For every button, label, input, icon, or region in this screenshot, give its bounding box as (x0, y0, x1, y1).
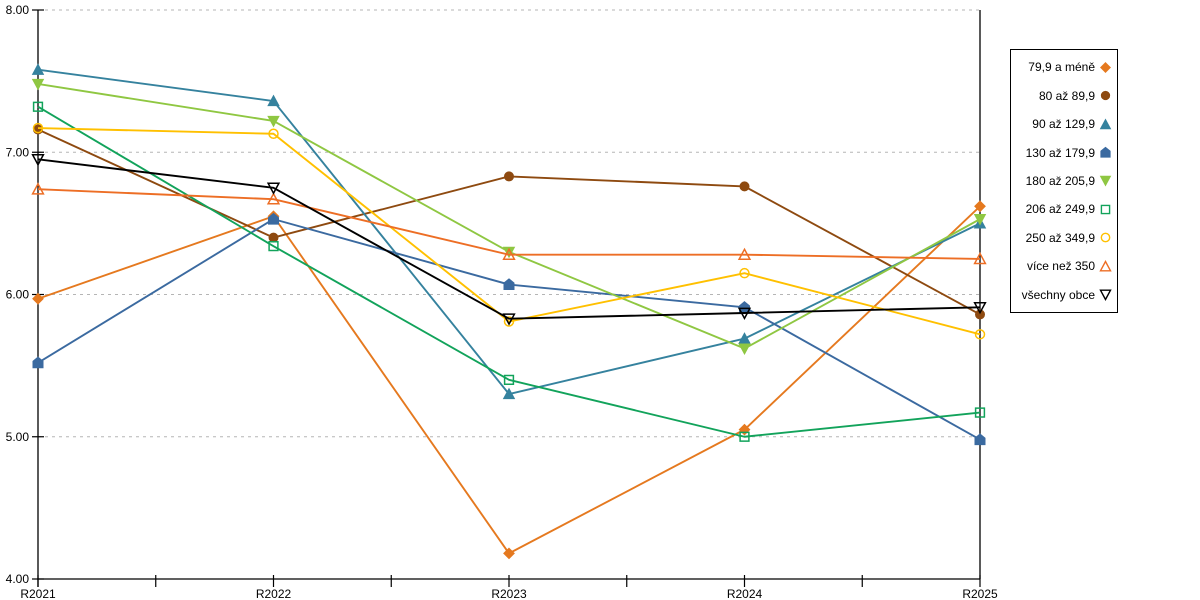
data-point-marker-icon (32, 292, 44, 305)
legend-label: více než 350 (1026, 259, 1095, 274)
data-point-marker-icon (32, 356, 44, 369)
data-point-marker-icon (973, 251, 987, 265)
data-point-marker-icon (32, 122, 44, 134)
data-point-marker-icon (503, 547, 515, 560)
data-point-marker-icon (738, 332, 751, 344)
legend-item: 130 až 179,9 (1013, 146, 1112, 159)
series-8 (31, 182, 987, 265)
legend-label: 79,9 a méně (1028, 60, 1095, 75)
open-triangle-up-marker-icon (1099, 259, 1112, 272)
data-point-marker-icon (739, 431, 750, 442)
data-point-marker-icon (503, 374, 515, 386)
x-tick-label: R2023 (491, 587, 527, 600)
data-point-marker-icon (31, 182, 45, 195)
legend-label: všechny obce (1021, 287, 1095, 302)
data-point-marker-icon (973, 214, 987, 226)
data-point-marker-icon (975, 309, 985, 320)
open-triangle-down-marker-icon (1099, 289, 1112, 302)
data-point-marker-icon (266, 192, 281, 205)
data-point-marker-icon (504, 171, 514, 182)
data-point-marker-icon (502, 246, 516, 259)
chart-legend: 79,9 a méně 80 až 89,9 90 až 129,9 130 a… (1010, 49, 1118, 313)
series-6 (32, 101, 986, 442)
legend-item: 90 až 129,9 (1013, 118, 1112, 131)
data-point-marker-icon (974, 407, 986, 418)
data-point-marker-icon (268, 212, 279, 225)
x-tick-label: R2022 (256, 587, 292, 600)
series-line (37, 158, 981, 320)
series-line (37, 127, 981, 336)
data-point-marker-icon (974, 329, 986, 340)
data-point-marker-icon (738, 343, 751, 356)
data-point-marker-icon (268, 232, 279, 243)
data-point-marker-icon (739, 181, 750, 192)
data-point-marker-icon (268, 240, 279, 252)
diamond-marker-icon (1100, 61, 1111, 73)
data-point-marker-icon (503, 316, 515, 327)
data-point-marker-icon (266, 182, 281, 195)
open-square-marker-icon (1100, 204, 1111, 215)
legend-label: 90 až 129,9 (1032, 117, 1095, 132)
pentagon-marker-icon (1100, 146, 1111, 158)
series-1 (32, 200, 986, 560)
series-7 (32, 122, 986, 340)
legend-item: více než 350 (1013, 259, 1112, 274)
y-tick-label: 6.00 (6, 288, 30, 302)
series-4 (32, 212, 986, 446)
data-point-marker-icon (267, 115, 280, 128)
data-point-marker-icon (31, 78, 45, 91)
y-tick-label: 4.00 (6, 572, 30, 586)
data-point-marker-icon (32, 101, 44, 112)
data-point-marker-icon (267, 94, 280, 107)
series-line (37, 68, 981, 396)
data-point-marker-icon (974, 200, 986, 213)
legend-item: 250 až 349,9 (1013, 231, 1112, 244)
legend-label: 206 až 249,9 (1025, 202, 1095, 217)
legend-label: 80 až 89,9 (1038, 88, 1095, 103)
series-5 (31, 78, 987, 356)
legend-item: 180 až 205,9 (1013, 174, 1112, 187)
data-point-marker-icon (502, 313, 516, 326)
legend-label: 130 až 179,9 (1025, 145, 1095, 160)
series-line (37, 188, 981, 260)
y-gridlines (38, 9, 980, 438)
series-3 (31, 63, 987, 400)
data-point-marker-icon (973, 301, 987, 315)
y-tick-label: 8.00 (6, 3, 30, 17)
data-point-marker-icon (974, 433, 986, 446)
x-tick-label: R2021 (20, 587, 56, 600)
legend-item: všechny obce (1013, 287, 1112, 302)
legend-label: 180 až 205,9 (1025, 173, 1095, 188)
triangle-down-marker-icon (1099, 176, 1112, 187)
x-tick-label: R2025 (962, 587, 998, 600)
x-axis-labels: R2021 R2022 R2023 R2024 R2025 (20, 575, 998, 600)
open-circle-marker-icon (1100, 232, 1111, 243)
x-tick-label: R2024 (727, 587, 763, 600)
legend-item: 206 až 249,9 (1013, 203, 1112, 216)
series-9 (31, 154, 987, 326)
legend-label: 250 až 349,9 (1025, 230, 1095, 245)
circle-marker-icon (1100, 91, 1111, 101)
data-point-marker-icon (502, 387, 516, 400)
series-line (37, 83, 981, 350)
y-axis-labels: 8.00 7.00 6.00 5.00 4.00 (6, 3, 44, 586)
data-point-marker-icon (502, 247, 516, 261)
data-point-marker-icon (268, 128, 279, 140)
data-point-marker-icon (737, 247, 752, 261)
y-tick-label: 5.00 (6, 430, 30, 444)
series-line (37, 105, 981, 438)
data-point-marker-icon (31, 63, 45, 75)
legend-item: 79,9 a méně (1013, 61, 1112, 74)
legend-item: 80 až 89,9 (1013, 89, 1112, 102)
data-point-marker-icon (503, 278, 515, 291)
data-point-marker-icon (31, 154, 45, 167)
y-tick-label: 7.00 (6, 145, 30, 159)
data-point-marker-icon (737, 307, 752, 320)
data-point-marker-icon (739, 267, 750, 279)
triangle-up-marker-icon (1099, 118, 1112, 129)
series-2 (33, 124, 985, 320)
